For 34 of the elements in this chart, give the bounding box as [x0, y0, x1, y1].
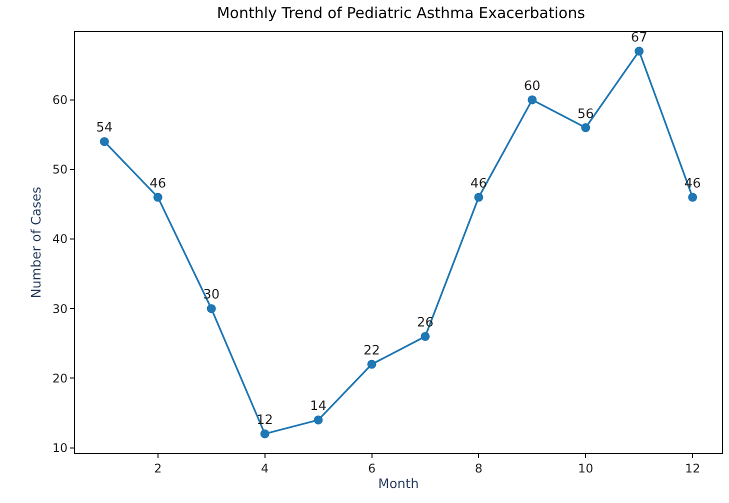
data-label: 56: [577, 106, 594, 122]
point: [153, 192, 162, 202]
y-axis-title: Number of Cases: [29, 186, 44, 298]
point: [367, 360, 376, 369]
x-tick-label: 12: [684, 461, 700, 476]
point: [420, 332, 430, 341]
x-tick-label: 10: [578, 461, 594, 476]
data-label: 14: [310, 399, 327, 414]
data-label: 60: [524, 78, 540, 94]
y-tick-label: 20: [52, 371, 68, 386]
y-tick-label: 60: [52, 93, 68, 108]
x-tick-label: 6: [368, 461, 376, 476]
point: [688, 192, 698, 202]
point: [260, 429, 270, 438]
x-axis-title: Month: [378, 477, 419, 492]
y-tick-label: 50: [52, 162, 68, 177]
point: [314, 415, 323, 424]
data-label: 67: [630, 30, 648, 46]
point: [206, 304, 216, 314]
y-tick-label: 40: [52, 232, 68, 246]
y-tick-label: 30: [52, 302, 68, 316]
data-label: 22: [363, 343, 380, 358]
x-tick-label: 8: [474, 461, 483, 476]
x-tick-label: 4: [261, 461, 269, 476]
chart-title: Monthly Trend of Pediatric Asthma Exacerbations: [216, 4, 586, 22]
y-tick-label: 10: [52, 440, 68, 455]
point: [474, 192, 484, 202]
data-label: 54: [96, 120, 113, 136]
point: [634, 46, 644, 56]
x-tick-label: 2: [154, 461, 162, 476]
point: [528, 95, 537, 104]
point: [100, 137, 109, 146]
data-label: 46: [150, 176, 166, 192]
point: [581, 123, 590, 132]
